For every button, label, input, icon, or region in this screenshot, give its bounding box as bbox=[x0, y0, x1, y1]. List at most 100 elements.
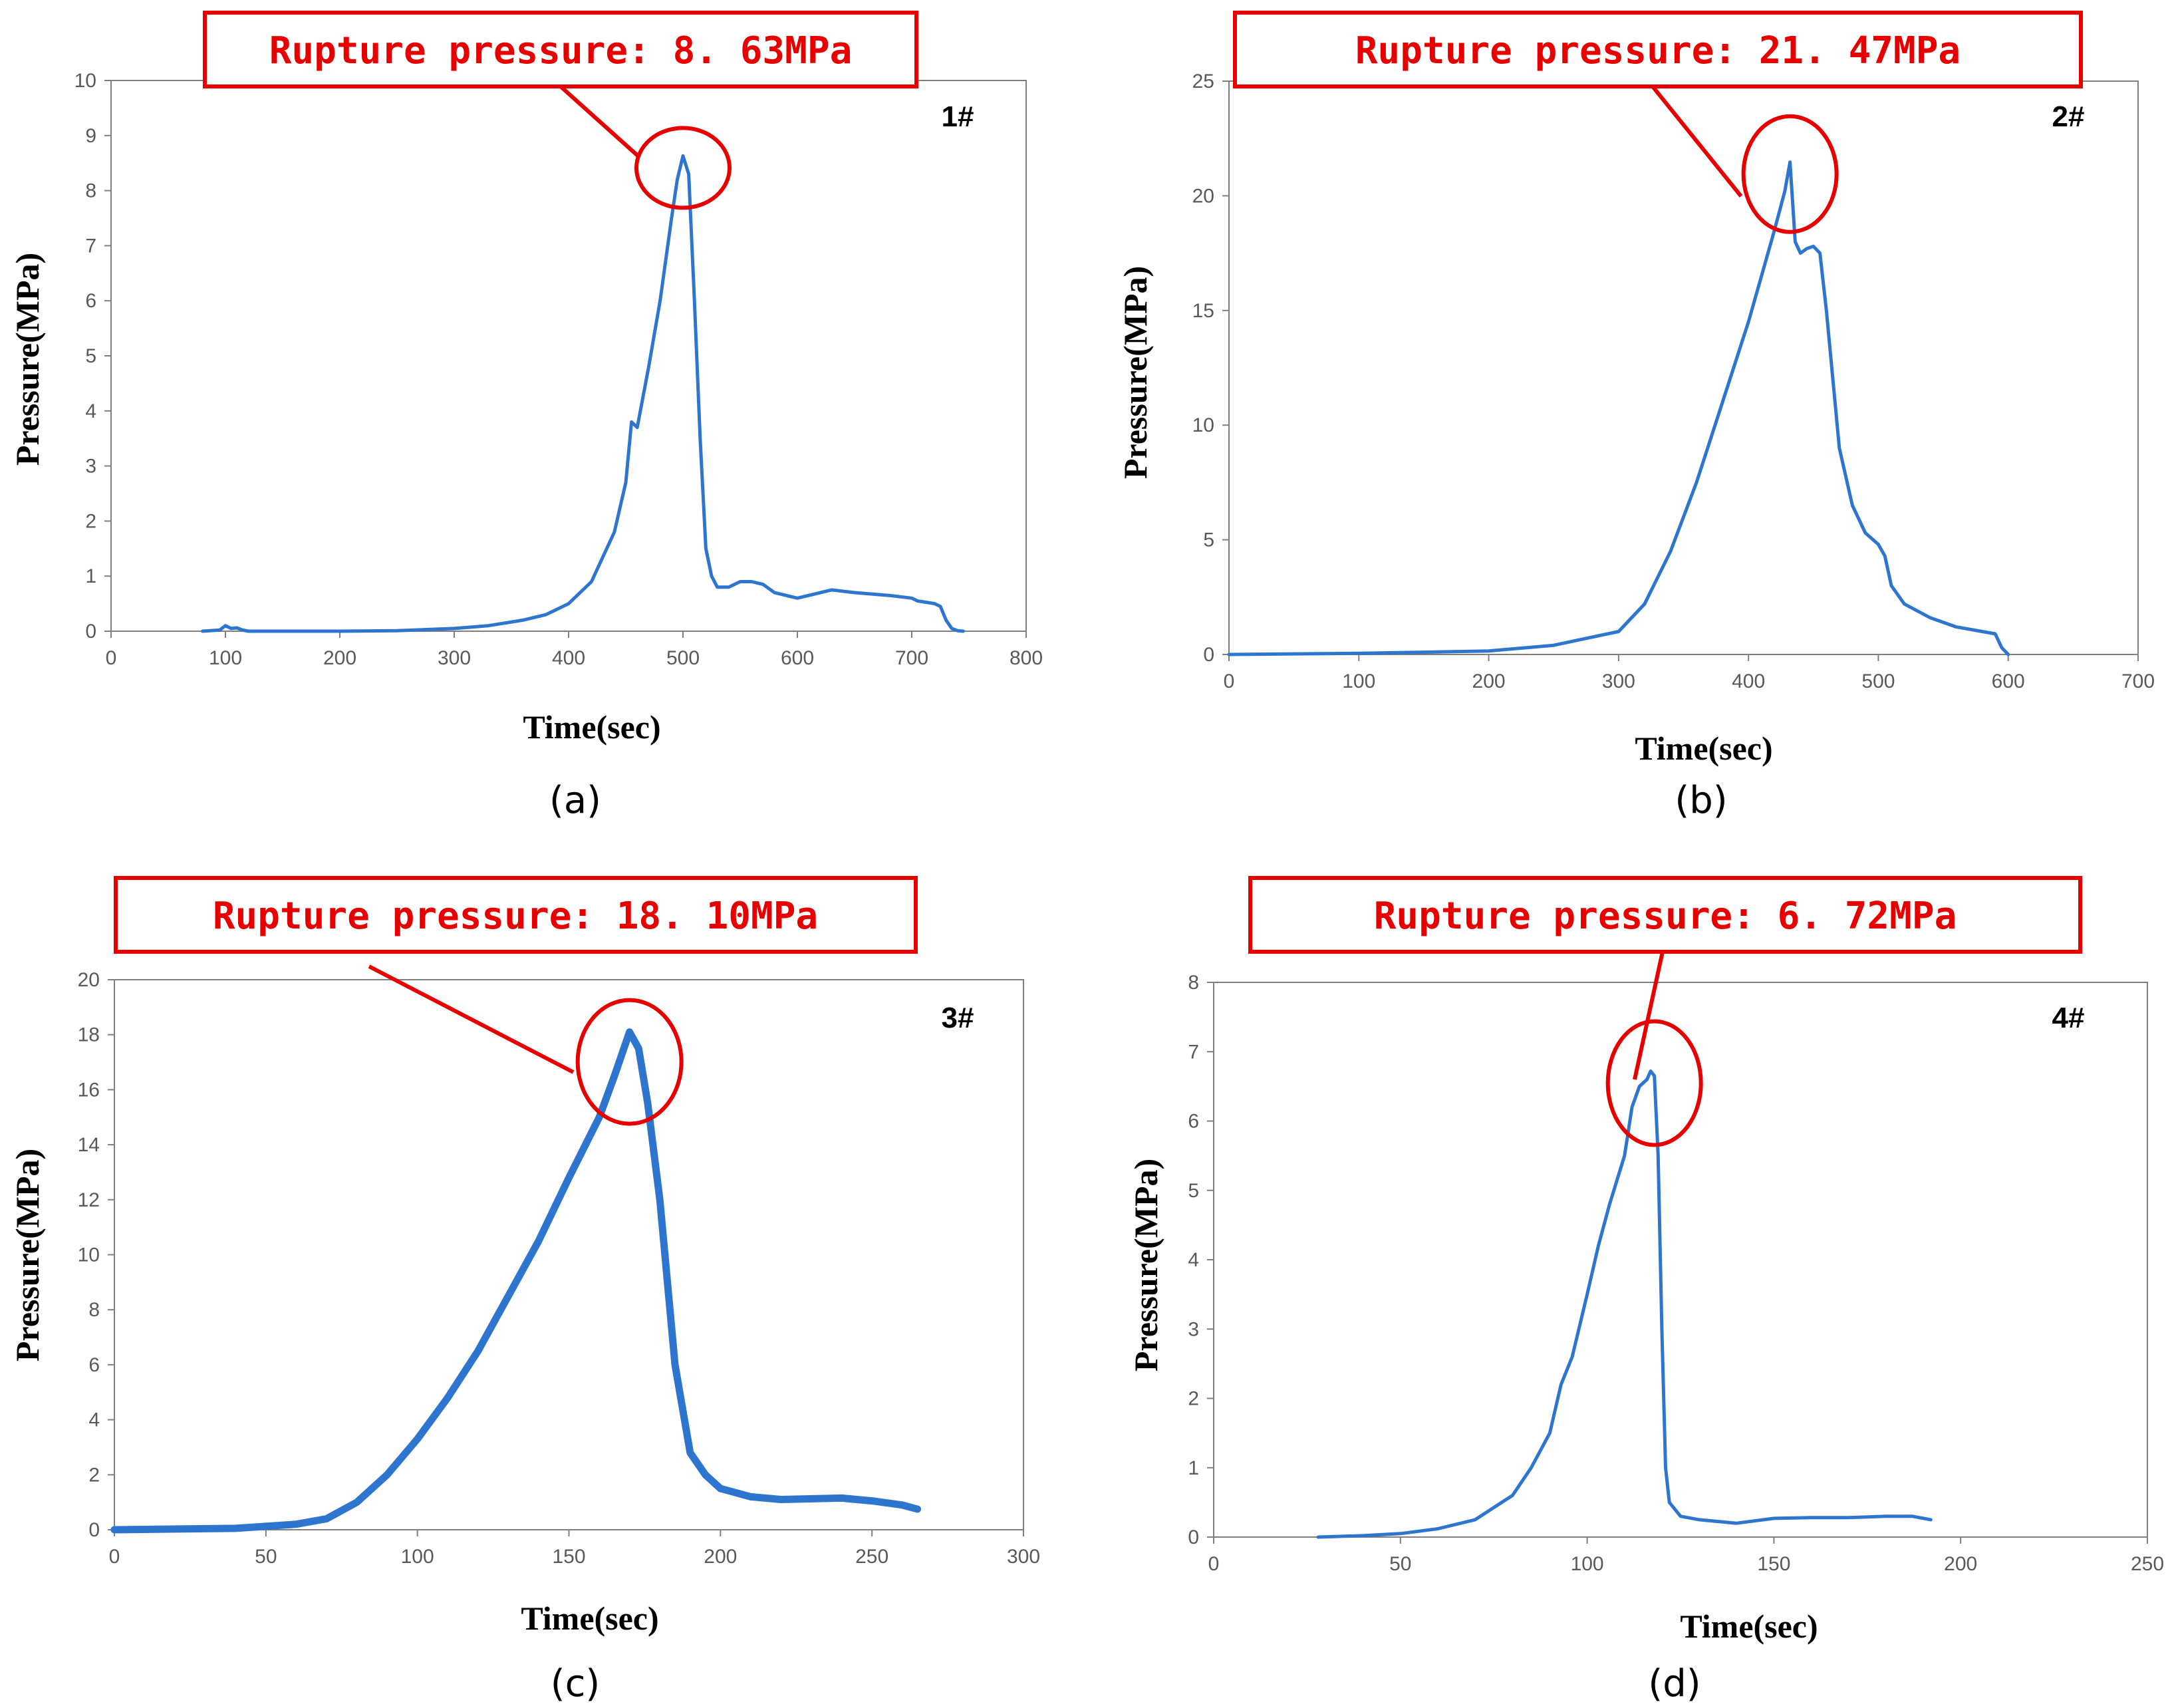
panel-c-x-tick-label: 50 bbox=[255, 1546, 277, 1568]
panel-c-y-tick-label: 12 bbox=[78, 1189, 100, 1211]
panel-b-peak-marker bbox=[1741, 114, 1839, 234]
panel-d-callout-box bbox=[1248, 876, 2082, 954]
panel-b-plot: 0 100 200 300 400 500 600 700 0 5 10 15 20 25 bbox=[1192, 71, 2155, 692]
panel-a-specimen-tag: 1# bbox=[942, 100, 974, 133]
panel-a-x-axis-title: Time(sec) bbox=[523, 708, 660, 746]
panel-a-y-tick-label: 5 bbox=[85, 345, 96, 367]
panel-c-y-tick-label: 10 bbox=[78, 1244, 100, 1266]
panel-b-plot-frame bbox=[1228, 80, 2139, 655]
panel-a-peak-marker bbox=[634, 126, 732, 210]
panel-a-x-tick-label: 700 bbox=[895, 647, 928, 669]
panel-d-x-tick-label: 50 bbox=[1389, 1553, 1411, 1575]
panel-d-y-tick-label: 1 bbox=[1188, 1457, 1199, 1479]
panel-c-peak-marker bbox=[575, 998, 684, 1126]
panel-a-x-tick-label: 600 bbox=[781, 647, 814, 669]
panel-a-y-tick-label: 3 bbox=[85, 456, 96, 478]
panel-b-x-tick-label: 400 bbox=[1732, 670, 1765, 692]
panel-a-y-tick-label: 6 bbox=[85, 290, 96, 312]
panel-c-x-tick-label: 150 bbox=[552, 1546, 585, 1568]
panel-d-y-tick-label: 6 bbox=[1188, 1111, 1199, 1133]
panel-c-callout: Rupture pressure: 18. 10MPa bbox=[114, 876, 918, 1074]
panel-a-y-tick-label: 8 bbox=[85, 180, 96, 202]
panel-a-callout-box bbox=[203, 11, 918, 88]
panel-d: 0 50 100 150 200 250 0 1 2 3 4 5 6 7 8 Time(sec) Press… bbox=[1127, 876, 2164, 1705]
panel-c-y-tick-label: 2 bbox=[88, 1464, 100, 1486]
panel-a-plot: 0 100 200 300 400 500 600 700 800 0 1 2 3 4 5 6 7 8 9 10 bbox=[74, 70, 1043, 669]
panel-b-x-tick-label: 200 bbox=[1472, 670, 1506, 692]
panel-d-x-tick-label: 100 bbox=[1571, 1553, 1604, 1575]
panel-b-y-tick-label: 25 bbox=[1192, 71, 1214, 92]
panel-b-y-tick-label: 0 bbox=[1203, 644, 1214, 666]
panel-b-callout: Rupture pressure: 21. 47MPa bbox=[1233, 11, 2083, 198]
panel-b-y-tick-label: 20 bbox=[1192, 185, 1214, 207]
panel-d-y-tick-label: 2 bbox=[1188, 1388, 1199, 1410]
panel-d-plot-frame bbox=[1213, 982, 2148, 1538]
panel-c-callout-pointer bbox=[368, 964, 575, 1074]
panel-d-plot: 0 50 100 150 200 250 0 1 2 3 4 5 6 7 8 bbox=[1188, 972, 2164, 1575]
panel-a-callout-pointer bbox=[559, 84, 640, 158]
panel-c-callout-box bbox=[114, 876, 918, 954]
panel-a-plot-frame bbox=[110, 80, 1027, 632]
panel-d-x-tick-label: 0 bbox=[1208, 1553, 1220, 1575]
panel-b-x-tick-label: 100 bbox=[1342, 670, 1375, 692]
panel-c-x-tick-label: 250 bbox=[855, 1546, 888, 1568]
panel-a-label: (a) bbox=[549, 779, 601, 822]
panel-a-y-tick-label: 0 bbox=[85, 621, 96, 642]
panel-c-y-tick-label: 18 bbox=[78, 1024, 100, 1046]
panel-b-callout-pointer bbox=[1651, 85, 1743, 198]
panel-a-y-tick-label: 10 bbox=[74, 70, 96, 92]
panel-b-series-line bbox=[1227, 160, 2010, 656]
panel-a-y-axis-title: Pressure(MPa) bbox=[9, 253, 46, 466]
panel-a-x-tick-label: 200 bbox=[323, 647, 356, 669]
panel-b-callout-text: Rupture pressure: 21. 47MPa bbox=[1355, 29, 1961, 72]
panel-b-x-tick-label: 300 bbox=[1602, 670, 1635, 692]
panel-d-x-tick-label: 200 bbox=[1944, 1553, 1977, 1575]
panel-c: 0 50 100 150 200 250 300 0 2 4 6 8 10 12 14 16 18 20 Time… bbox=[9, 876, 1040, 1705]
panel-d-callout-text: Rupture pressure: 6. 72MPa bbox=[1374, 895, 1957, 938]
panel-c-y-tick-label: 8 bbox=[88, 1299, 100, 1321]
panel-d-y-tick-label: 0 bbox=[1188, 1526, 1199, 1548]
panel-b-x-tick-label: 500 bbox=[1861, 670, 1895, 692]
panel-b-callout-box bbox=[1233, 11, 2083, 88]
panel-d-label: (d) bbox=[1648, 1662, 1700, 1705]
panel-b-y-axis-title: Pressure(MPa) bbox=[1117, 266, 1154, 479]
panel-d-y-tick-label: 4 bbox=[1188, 1249, 1199, 1271]
panel-c-specimen-tag: 3# bbox=[942, 1002, 974, 1034]
panel-b-y-tick-label: 5 bbox=[1203, 529, 1214, 551]
panel-a-y-tick-label: 2 bbox=[85, 510, 96, 532]
panel-b-x-tick-label: 600 bbox=[1992, 670, 2025, 692]
panel-c-callout-text: Rupture pressure: 18. 10MPa bbox=[213, 895, 818, 938]
panel-c-y-tick-label: 0 bbox=[88, 1519, 100, 1541]
panel-c-plot: 0 50 100 150 200 250 300 0 2 4 6 8 10 12 14 16 18 20 bbox=[78, 969, 1040, 1568]
panel-a-x-tick-label: 500 bbox=[666, 647, 700, 669]
panel-d-peak-marker bbox=[1605, 1019, 1703, 1147]
panel-a-series-line bbox=[201, 154, 965, 633]
panel-d-specimen-tag: 4# bbox=[2052, 1002, 2085, 1034]
panel-d-callout: Rupture pressure: 6. 72MPa bbox=[1248, 876, 2082, 1080]
panel-a-y-tick-label: 9 bbox=[85, 125, 96, 147]
panel-c-x-tick-label: 300 bbox=[1007, 1546, 1040, 1568]
panel-d-y-axis-title: Pressure(MPa) bbox=[1127, 1159, 1164, 1371]
panel-b: 0 100 200 300 400 500 600 700 0 5 10 15 20 25 Time(se… bbox=[1117, 11, 2155, 822]
panel-c-x-axis-title: Time(sec) bbox=[521, 1600, 658, 1637]
panel-b-y-tick-label: 15 bbox=[1192, 300, 1214, 322]
panel-a-y-tick-label: 4 bbox=[85, 400, 96, 422]
panel-b-x-axis-title: Time(sec) bbox=[1635, 730, 1772, 767]
panel-a-x-tick-label: 0 bbox=[106, 647, 117, 669]
panel-a-callout: Rupture pressure: 8. 63MPa bbox=[203, 11, 918, 158]
panel-c-x-tick-label: 0 bbox=[109, 1546, 120, 1568]
panel-c-y-tick-label: 16 bbox=[78, 1079, 100, 1101]
panel-b-x-tick-label: 700 bbox=[2121, 670, 2155, 692]
panel-c-x-tick-label: 100 bbox=[401, 1546, 434, 1568]
panel-c-y-tick-label: 14 bbox=[78, 1134, 100, 1156]
panel-d-x-tick-label: 150 bbox=[1757, 1553, 1790, 1575]
panel-b-label: (b) bbox=[1675, 779, 1727, 822]
panel-c-y-tick-label: 4 bbox=[88, 1409, 100, 1431]
panel-d-y-tick-label: 7 bbox=[1188, 1041, 1199, 1063]
panel-a-y-tick-label: 1 bbox=[85, 565, 96, 587]
panel-d-y-tick-label: 5 bbox=[1188, 1180, 1199, 1202]
panel-a-callout-text: Rupture pressure: 8. 63MPa bbox=[269, 29, 853, 72]
panel-c-series-line bbox=[110, 1028, 921, 1534]
panel-d-series-line bbox=[1316, 1069, 1933, 1539]
